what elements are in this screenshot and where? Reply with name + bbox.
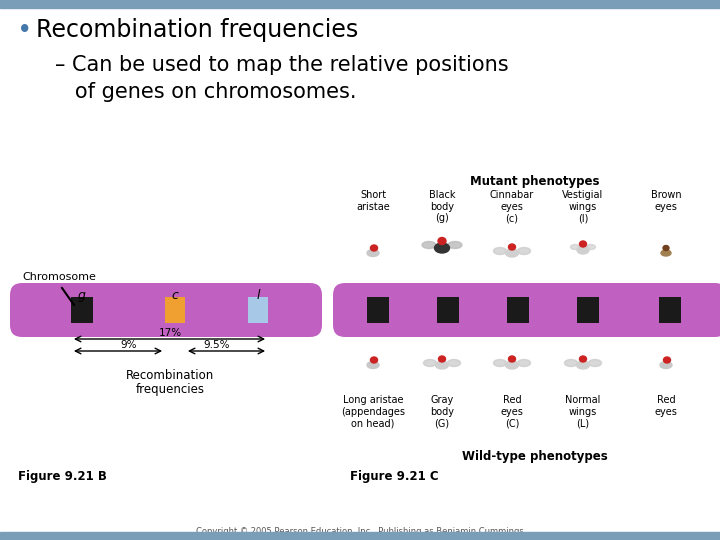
Text: frequencies: frequencies bbox=[135, 383, 204, 396]
Text: Recombination frequencies: Recombination frequencies bbox=[36, 18, 359, 42]
Text: Short
aristae: Short aristae bbox=[356, 190, 390, 212]
Ellipse shape bbox=[448, 360, 461, 367]
Ellipse shape bbox=[508, 244, 516, 250]
Ellipse shape bbox=[493, 247, 506, 254]
Bar bbox=[0, 532, 720, 540]
Text: Vestigial
wings
(l): Vestigial wings (l) bbox=[562, 190, 603, 223]
Bar bbox=[165, 297, 185, 323]
Ellipse shape bbox=[422, 241, 436, 248]
Text: Figure 9.21 C: Figure 9.21 C bbox=[350, 470, 438, 483]
Bar bbox=[577, 297, 599, 323]
Ellipse shape bbox=[518, 247, 531, 254]
Bar bbox=[507, 297, 529, 323]
Text: Cinnabar
eyes
(c): Cinnabar eyes (c) bbox=[490, 190, 534, 223]
Ellipse shape bbox=[564, 360, 577, 367]
Ellipse shape bbox=[508, 356, 516, 362]
Text: g: g bbox=[78, 289, 86, 302]
Bar bbox=[71, 297, 93, 323]
Ellipse shape bbox=[493, 360, 506, 367]
Text: 9%: 9% bbox=[120, 340, 137, 350]
Text: Figure 9.21 B: Figure 9.21 B bbox=[18, 470, 107, 483]
Ellipse shape bbox=[664, 357, 670, 363]
Ellipse shape bbox=[371, 245, 377, 251]
Ellipse shape bbox=[505, 361, 518, 369]
Ellipse shape bbox=[660, 361, 672, 368]
Text: Red
eyes
(C): Red eyes (C) bbox=[500, 395, 523, 428]
Text: Gray
body
(G): Gray body (G) bbox=[430, 395, 454, 428]
Bar bbox=[248, 297, 268, 323]
Bar bbox=[367, 297, 389, 323]
Ellipse shape bbox=[367, 249, 379, 256]
Text: of genes on chromosomes.: of genes on chromosomes. bbox=[55, 82, 356, 102]
Text: Black
body
(g): Black body (g) bbox=[428, 190, 455, 223]
Ellipse shape bbox=[505, 249, 518, 257]
Ellipse shape bbox=[580, 241, 587, 247]
Text: Brown
eyes: Brown eyes bbox=[651, 190, 681, 212]
Text: Mutant phenotypes: Mutant phenotypes bbox=[470, 175, 600, 188]
Text: •: • bbox=[18, 20, 32, 40]
Ellipse shape bbox=[371, 357, 377, 363]
Text: Wild-type phenotypes: Wild-type phenotypes bbox=[462, 450, 608, 463]
Text: Recombination: Recombination bbox=[126, 369, 214, 382]
Text: 17%: 17% bbox=[158, 328, 181, 338]
Ellipse shape bbox=[434, 243, 449, 253]
FancyBboxPatch shape bbox=[10, 283, 322, 337]
Ellipse shape bbox=[367, 361, 379, 368]
Ellipse shape bbox=[580, 356, 587, 362]
Ellipse shape bbox=[663, 246, 669, 251]
Ellipse shape bbox=[588, 360, 601, 367]
Ellipse shape bbox=[448, 241, 462, 248]
Ellipse shape bbox=[436, 361, 449, 369]
Ellipse shape bbox=[587, 245, 595, 249]
Text: Chromosome: Chromosome bbox=[22, 272, 96, 282]
Bar bbox=[0, 0, 720, 8]
Text: Normal
wings
(L): Normal wings (L) bbox=[565, 395, 600, 428]
Ellipse shape bbox=[577, 361, 590, 369]
Ellipse shape bbox=[661, 250, 671, 256]
Bar bbox=[659, 297, 681, 323]
Ellipse shape bbox=[518, 360, 531, 367]
Text: 9.5%: 9.5% bbox=[203, 340, 230, 350]
Text: Copyright © 2005 Pearson Education, Inc.  Publishing as Benjamin Cummings: Copyright © 2005 Pearson Education, Inc.… bbox=[196, 527, 524, 536]
Text: Long aristae
(appendages
on head): Long aristae (appendages on head) bbox=[341, 395, 405, 428]
Text: c: c bbox=[171, 289, 179, 302]
FancyBboxPatch shape bbox=[333, 283, 720, 337]
Text: Red
eyes: Red eyes bbox=[654, 395, 678, 416]
Bar bbox=[437, 297, 459, 323]
Ellipse shape bbox=[577, 246, 589, 254]
Ellipse shape bbox=[423, 360, 436, 367]
Ellipse shape bbox=[438, 356, 446, 362]
Ellipse shape bbox=[438, 238, 446, 245]
Text: – Can be used to map the relative positions: – Can be used to map the relative positi… bbox=[55, 55, 508, 75]
Ellipse shape bbox=[570, 245, 580, 249]
Text: l: l bbox=[256, 289, 260, 302]
